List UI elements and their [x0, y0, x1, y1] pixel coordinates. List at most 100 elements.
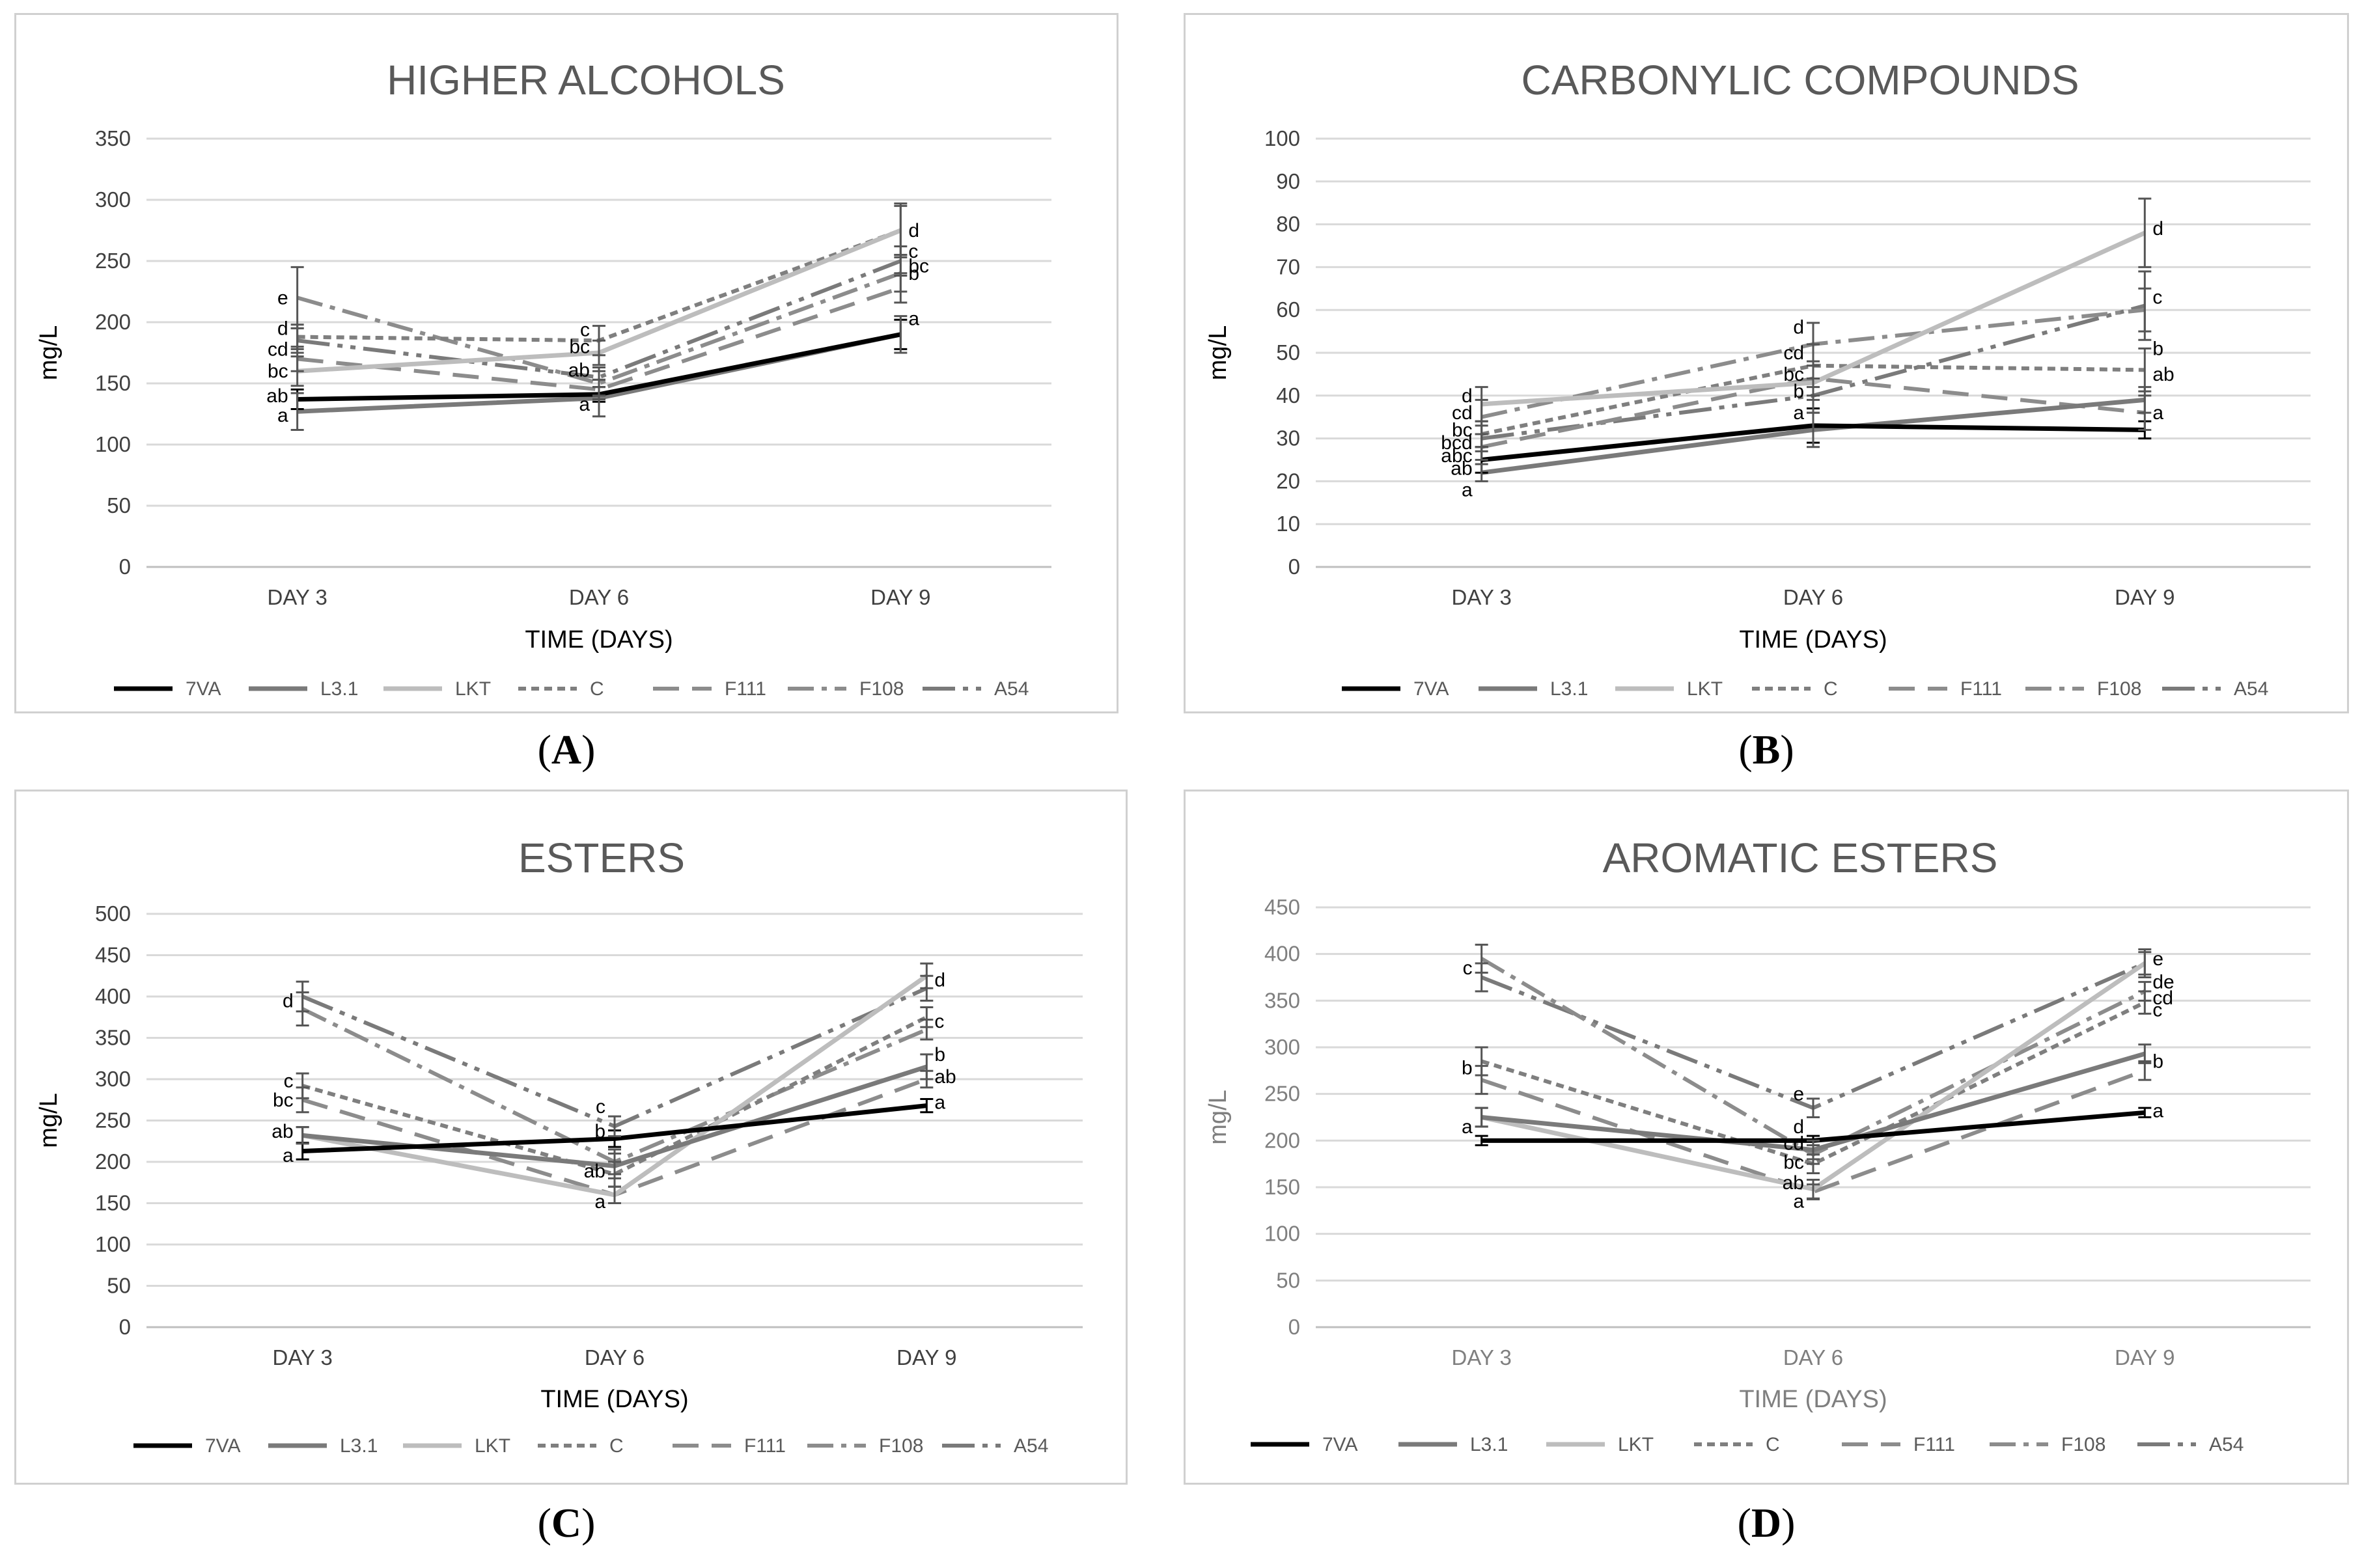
higher-alcohols-legend-item-f111: F111	[653, 678, 766, 700]
legend-label: A54	[1014, 1435, 1048, 1457]
higher-alcohols-x-tick-label: DAY 9	[870, 585, 930, 609]
carbonylic-compounds-significance-letter: b	[2152, 338, 2163, 359]
chart-panel-aromatic-esters: AROMATIC ESTERS 0 50 100 150 200 250 300 350 400 4…	[1184, 790, 2349, 1485]
aromatic-esters-series-f111-error-bar	[1807, 1183, 1820, 1201]
legend-label: LKT	[1687, 678, 1723, 700]
higher-alcohols-y-tick-label: 150	[95, 371, 131, 395]
esters-significance-letter: a	[594, 1191, 605, 1213]
esters-significance-letter: ab	[584, 1161, 605, 1182]
aromatic-esters-significance-letter: e	[2152, 948, 2163, 970]
aromatic-esters-x-tick-label: DAY 3	[1451, 1345, 1511, 1369]
higher-alcohols-x-tick-label: DAY 6	[569, 585, 629, 609]
esters-legend-item-f111: F111	[673, 1435, 786, 1457]
carbonylic-compounds-y-tick-label: 40	[1276, 383, 1300, 407]
esters-legend-item-f108: F108	[807, 1435, 923, 1457]
higher-alcohols-legend-item-f108: F108	[788, 678, 904, 700]
legend-label: F108	[879, 1435, 923, 1457]
carbonylic-compounds-legend-item-f111: F111	[1889, 678, 2002, 700]
chart-aromatic-esters: AROMATIC ESTERS 0 50 100 150 200 250 300 350 400 4…	[1204, 834, 2311, 1455]
legend-label: A54	[2209, 1434, 2244, 1455]
esters-series-a54-error-bar	[608, 1115, 621, 1138]
carbonylic-compounds-significance-letter: bc	[1783, 364, 1804, 385]
esters-series-c-line	[301, 1015, 928, 1177]
higher-alcohols-x-axis-label: TIME (DAYS)	[525, 626, 673, 653]
carbonylic-compounds-significance-letter: a	[2152, 402, 2163, 424]
esters-significance-letter: c	[596, 1096, 605, 1118]
higher-alcohols-legend-item-lkt: LKT	[383, 678, 491, 700]
legend-label: F111	[725, 678, 766, 700]
higher-alcohols-significance-letter: bc	[569, 337, 590, 358]
carbonylic-compounds-significance-letter: c	[2152, 286, 2162, 308]
esters-series-a54-error-bar	[296, 980, 309, 1013]
carbonylic-compounds-significance-letter: b	[1793, 381, 1804, 402]
carbonylic-compounds-x-axis-label: TIME (DAYS)	[1739, 626, 1887, 653]
carbonylic-compounds-y-tick-label: 30	[1276, 426, 1300, 450]
esters-significance-letter: bc	[273, 1090, 294, 1111]
esters-y-tick-label: 50	[107, 1274, 131, 1298]
carbonylic-compounds-significance-letter: abc	[1441, 445, 1472, 467]
aromatic-esters-y-tick-label: 50	[1276, 1268, 1300, 1292]
carbonylic-compounds-series-c-error-bar	[2138, 347, 2152, 392]
carbonylic-compounds-series-a54-error-bar	[1475, 424, 1488, 452]
carbonylic-compounds-y-tick-label: 60	[1276, 297, 1300, 322]
carbonylic-compounds-x-tick-label: DAY 6	[1783, 585, 1843, 609]
carbonylic-compounds-y-tick-label: 70	[1276, 254, 1300, 279]
higher-alcohols-significance-letter: bc	[908, 256, 929, 277]
higher-alcohols-y-tick-label: 0	[119, 555, 131, 579]
aromatic-esters-y-tick-label: 150	[1264, 1175, 1300, 1199]
esters-y-tick-label: 500	[95, 901, 131, 926]
esters-significance-letter: c	[934, 1011, 944, 1032]
legend-label: 7VA	[186, 678, 221, 700]
carbonylic-compounds-significance-letter: d	[1793, 317, 1804, 338]
aromatic-esters-significance-letter: b	[2152, 1051, 2163, 1073]
aromatic-esters-legend-item-l3-1: L3.1	[1398, 1434, 1508, 1455]
carbonylic-compounds-significance-letter: a	[1462, 480, 1473, 501]
carbonylic-compounds-x-tick-label: DAY 3	[1451, 585, 1511, 609]
carbonylic-compounds-significance-letter: cd	[1452, 402, 1473, 424]
esters-significance-letter: b	[934, 1044, 945, 1066]
higher-alcohols-series-l3-1-error-bar	[894, 315, 908, 354]
esters-legend-item-c: C	[538, 1435, 624, 1457]
aromatic-esters-significance-letter: c	[2152, 1000, 2162, 1021]
legend-label: C	[1766, 1434, 1780, 1455]
higher-alcohols-series-f108-line	[296, 271, 902, 385]
higher-alcohols-significance-letter: c	[908, 241, 918, 262]
aromatic-esters-series-a54-line	[1480, 961, 2146, 1110]
aromatic-esters-significance-letter: a	[1793, 1191, 1804, 1213]
carbonylic-compounds-significance-letter: bc	[1452, 419, 1473, 441]
higher-alcohols-y-tick-label: 50	[107, 493, 131, 517]
carbonylic-compounds-y-tick-label: 10	[1276, 512, 1300, 536]
carbonylic-compounds-series-a54-error-bar	[1807, 377, 1820, 414]
aromatic-esters-significance-letter: c	[1463, 957, 1473, 979]
esters-significance-letter: d	[283, 990, 294, 1011]
carbonylic-compounds-y-axis-label: mg/L	[1204, 325, 1232, 380]
esters-x-tick-label: DAY 9	[896, 1345, 956, 1369]
higher-alcohols-title: HIGHER ALCOHOLS	[387, 57, 785, 103]
aromatic-esters-series-lkt-error-bar	[1475, 1107, 1488, 1128]
legend-label: C	[590, 678, 604, 700]
chart-higher-alcohols: HIGHER ALCOHOLS 0 50 100 150 200 250 300 350 DAY …	[35, 57, 1051, 700]
aromatic-esters-y-tick-label: 0	[1288, 1315, 1300, 1339]
aromatic-esters-significance-letter: cd	[1783, 1133, 1804, 1155]
carbonylic-compounds-series-lkt-error-bar	[2138, 197, 2152, 268]
aromatic-esters-y-tick-label: 200	[1264, 1128, 1300, 1152]
higher-alcohols-significance-letter: bc	[268, 361, 288, 382]
higher-alcohols-significance-letter: a	[277, 405, 288, 426]
esters-series-f111-error-bar	[296, 1086, 309, 1114]
carbonylic-compounds-x-tick-label: DAY 9	[2115, 585, 2174, 609]
aromatic-esters-series-f108-error-bar	[1807, 1144, 1820, 1165]
esters-significance-letter: b	[594, 1121, 605, 1142]
esters-series-f108-error-bar	[608, 1148, 621, 1176]
carbonylic-compounds-legend-item-f108: F108	[2025, 678, 2141, 700]
esters-series-7va-error-bar	[920, 1097, 934, 1114]
legend-label: C	[609, 1435, 624, 1457]
carbonylic-compounds-title: CARBONYLIC COMPOUNDS	[1521, 57, 2079, 103]
carbonylic-compounds-legend-item-a54: A54	[2162, 678, 2268, 700]
carbonylic-compounds-series-f111-line	[1481, 376, 2145, 449]
higher-alcohols-x-tick-label: DAY 3	[267, 585, 327, 609]
chart-panel-higher-alcohols: HIGHER ALCOHOLS 0 50 100 150 200 250 300 350 DAY …	[14, 13, 1118, 713]
carbonylic-compounds-significance-letter: d	[2152, 218, 2163, 240]
esters-legend-item-7va: 7VA	[133, 1435, 240, 1457]
legend-label: F108	[2097, 678, 2141, 700]
aromatic-esters-significance-letter: de	[2152, 972, 2174, 993]
